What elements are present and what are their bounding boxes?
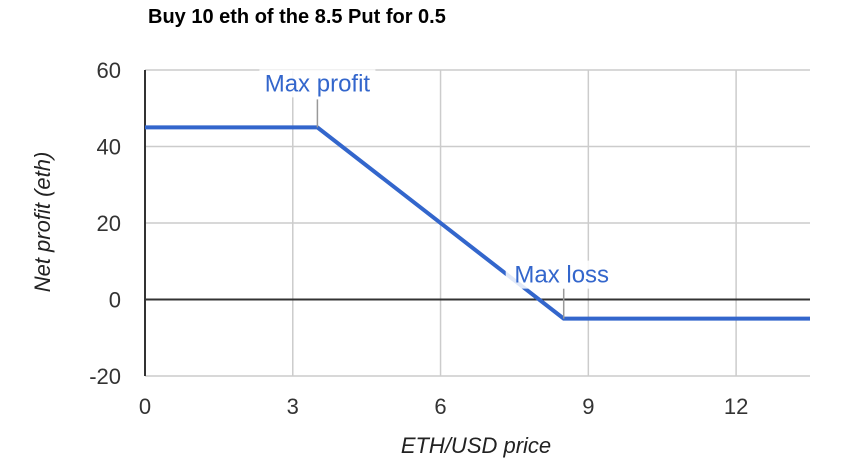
annotation-bg <box>505 260 622 289</box>
annotation-bg <box>259 69 376 98</box>
payoff-line <box>145 125 810 321</box>
y-tick-label: 0 <box>109 288 121 313</box>
chart-title: Buy 10 eth of the 8.5 Put for 0.5 <box>148 6 446 28</box>
annotation-label: Max profit <box>265 70 371 97</box>
y-tick-label: 60 <box>97 58 121 83</box>
axes <box>144 70 810 376</box>
annotations: Max profit Max loss <box>259 69 622 319</box>
annotation-label: Max loss <box>514 262 609 289</box>
y-tick-label: 20 <box>97 211 121 236</box>
x-tick-label: 12 <box>724 394 748 419</box>
y-tick-label: 40 <box>97 135 121 160</box>
tick-labels: -20 0 20 40 60 0 3 6 9 12 <box>89 58 748 419</box>
x-tick-label: 6 <box>434 394 446 419</box>
x-tick-label: 3 <box>287 394 299 419</box>
x-tick-label: 9 <box>582 394 594 419</box>
series-group <box>145 125 810 321</box>
y-axis-label: Net profit (eth) <box>30 152 55 293</box>
x-tick-label: 0 <box>139 394 151 419</box>
x-axis-label: ETH/USD price <box>401 433 551 458</box>
grid-lines <box>145 69 810 377</box>
y-tick-label: -20 <box>89 364 121 389</box>
